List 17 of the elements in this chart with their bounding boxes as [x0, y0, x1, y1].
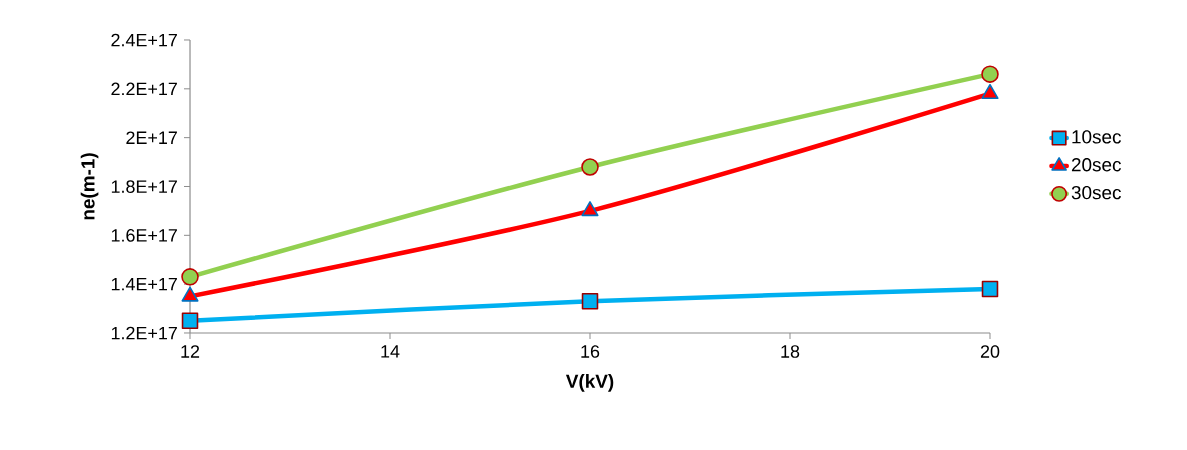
- y-tick-label: 2.4E+17: [111, 33, 177, 47]
- legend-label: 10sec: [1072, 130, 1121, 144]
- x-tick-label: 18: [781, 345, 800, 358]
- y-tick-label: 1.4E+17: [111, 277, 177, 291]
- y-axis-title: ne(m-1): [80, 153, 99, 220]
- legend-label: 20sec: [1071, 158, 1121, 172]
- x-tick-label: 14: [381, 345, 400, 358]
- x-tick-label: 16: [581, 345, 600, 358]
- y-tick-label: 1.6E+17: [111, 229, 177, 242]
- y-tick-label: 2.2E+17: [111, 82, 177, 96]
- y-tick-label: 2E+17: [126, 131, 177, 144]
- y-tick-label: 1.2E+17: [111, 326, 177, 340]
- x-tick-label: 12: [181, 345, 200, 358]
- x-axis-title: V(kV): [565, 374, 614, 392]
- legend-label: 30sec: [1071, 185, 1121, 200]
- y-tick-label: 1.8E+17: [111, 180, 177, 193]
- x-tick-label: 20: [980, 345, 1000, 358]
